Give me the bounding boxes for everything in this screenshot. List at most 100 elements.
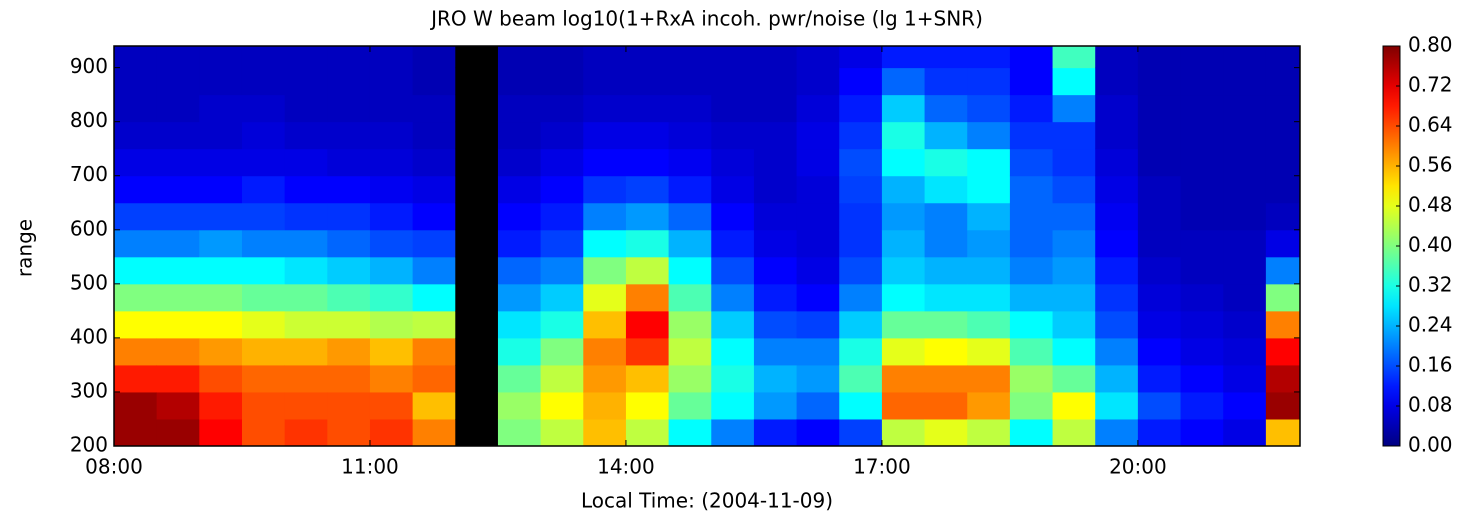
colorbar-tick-label: 0.56: [1408, 153, 1453, 177]
heatmap-cell: [625, 310, 670, 339]
heatmap-cell: [753, 175, 798, 204]
x-tick-label: 11:00: [341, 455, 399, 479]
heatmap-cell: [668, 256, 712, 285]
heatmap-cell: [967, 256, 1011, 285]
heatmap-cell: [199, 67, 243, 96]
heatmap-cell: [1095, 391, 1139, 420]
heatmap-cell: [1223, 229, 1267, 258]
heatmap-cell: [583, 283, 627, 312]
heatmap-cell: [497, 364, 542, 393]
heatmap-cell: [156, 46, 200, 69]
heatmap-cell: [540, 229, 584, 258]
heatmap-cell: [967, 46, 1011, 69]
heatmap-cell: [668, 175, 712, 204]
heatmap-cell: [924, 46, 968, 69]
heatmap-cell: [1137, 121, 1182, 150]
heatmap-cell: [753, 256, 798, 285]
heatmap-cell: [369, 364, 414, 393]
heatmap-cell: [1009, 391, 1054, 420]
heatmap-cell: [284, 148, 328, 177]
heatmap-cell: [455, 310, 499, 339]
heatmap-cell: [327, 202, 371, 231]
heatmap-cell: [241, 391, 286, 420]
heatmap-cell: [1137, 229, 1182, 258]
heatmap-cell: [114, 256, 158, 285]
heatmap-cell: [156, 94, 200, 123]
heatmap-cell: [114, 148, 158, 177]
heatmap-cell: [284, 256, 328, 285]
heatmap-cell: [1180, 418, 1224, 447]
heatmap-cell: [668, 418, 712, 447]
heatmap-cell: [540, 283, 584, 312]
heatmap-cell: [924, 256, 968, 285]
heatmap-cell: [327, 46, 371, 69]
heatmap-cell: [327, 121, 371, 150]
heatmap-cell: [199, 283, 243, 312]
heatmap-cell: [199, 310, 243, 339]
heatmap-cell: [753, 148, 798, 177]
heatmap-cell: [668, 337, 712, 366]
heatmap-cell: [839, 121, 883, 150]
heatmap-cell: [625, 94, 670, 123]
heatmap-cell: [796, 67, 840, 96]
heatmap-cell: [711, 418, 755, 447]
heatmap-cell: [156, 310, 200, 339]
heatmap-cell: [1095, 46, 1139, 69]
heatmap-cell: [881, 310, 926, 339]
heatmap-cell: [711, 67, 755, 96]
heatmap-cell: [583, 364, 627, 393]
heatmap-cell: [711, 310, 755, 339]
heatmap-cell: [711, 94, 755, 123]
colorbar-tick-label: 0.08: [1408, 393, 1453, 417]
heatmap-cell: [412, 310, 456, 339]
heatmap-cell: [753, 283, 798, 312]
heatmap-cell: [1137, 391, 1182, 420]
heatmap-cell: [625, 229, 670, 258]
heatmap-cell: [625, 67, 670, 96]
heatmap-cell: [625, 364, 670, 393]
heatmap-cell: [1052, 391, 1096, 420]
heatmap-cell: [412, 256, 456, 285]
heatmap-cell: [412, 46, 456, 69]
heatmap-cell: [497, 67, 542, 96]
heatmap-cell: [241, 67, 286, 96]
heatmap-cell: [881, 175, 926, 204]
heatmap-cell: [839, 283, 883, 312]
heatmap-cell: [583, 202, 627, 231]
heatmap-cell: [1265, 202, 1301, 231]
heatmap-cell: [967, 202, 1011, 231]
heatmap-cell: [583, 391, 627, 420]
heatmap-cell: [1265, 67, 1301, 96]
heatmap-cell: [497, 175, 542, 204]
heatmap-cell: [540, 94, 584, 123]
heatmap-cell: [668, 202, 712, 231]
heatmap-cell: [583, 175, 627, 204]
heatmap-cell: [241, 418, 286, 447]
heatmap-cell: [753, 67, 798, 96]
heatmap-cell: [924, 391, 968, 420]
heatmap-cell: [199, 364, 243, 393]
y-tick-label: 800: [70, 108, 108, 132]
heatmap-cell: [284, 175, 328, 204]
y-tick-label: 900: [70, 54, 108, 78]
heatmap-cell: [1009, 337, 1054, 366]
heatmap-cell: [668, 283, 712, 312]
heatmap-cell: [241, 229, 286, 258]
heatmap-cell: [114, 46, 158, 69]
heatmap-cell: [1137, 337, 1182, 366]
heatmap-cell: [199, 175, 243, 204]
heatmap-cell: [1095, 418, 1139, 447]
heatmap-cell: [114, 175, 158, 204]
heatmap-cell: [668, 229, 712, 258]
heatmap-cell: [284, 67, 328, 96]
heatmap-cell: [967, 283, 1011, 312]
heatmap-cell: [967, 310, 1011, 339]
heatmap-cell: [753, 202, 798, 231]
heatmap-cell: [753, 364, 798, 393]
heatmap-cell: [668, 67, 712, 96]
heatmap-cell: [839, 256, 883, 285]
heatmap-cell: [412, 229, 456, 258]
heatmap-cell: [455, 46, 499, 69]
heatmap-cell: [369, 46, 414, 69]
heatmap-cell: [455, 364, 499, 393]
